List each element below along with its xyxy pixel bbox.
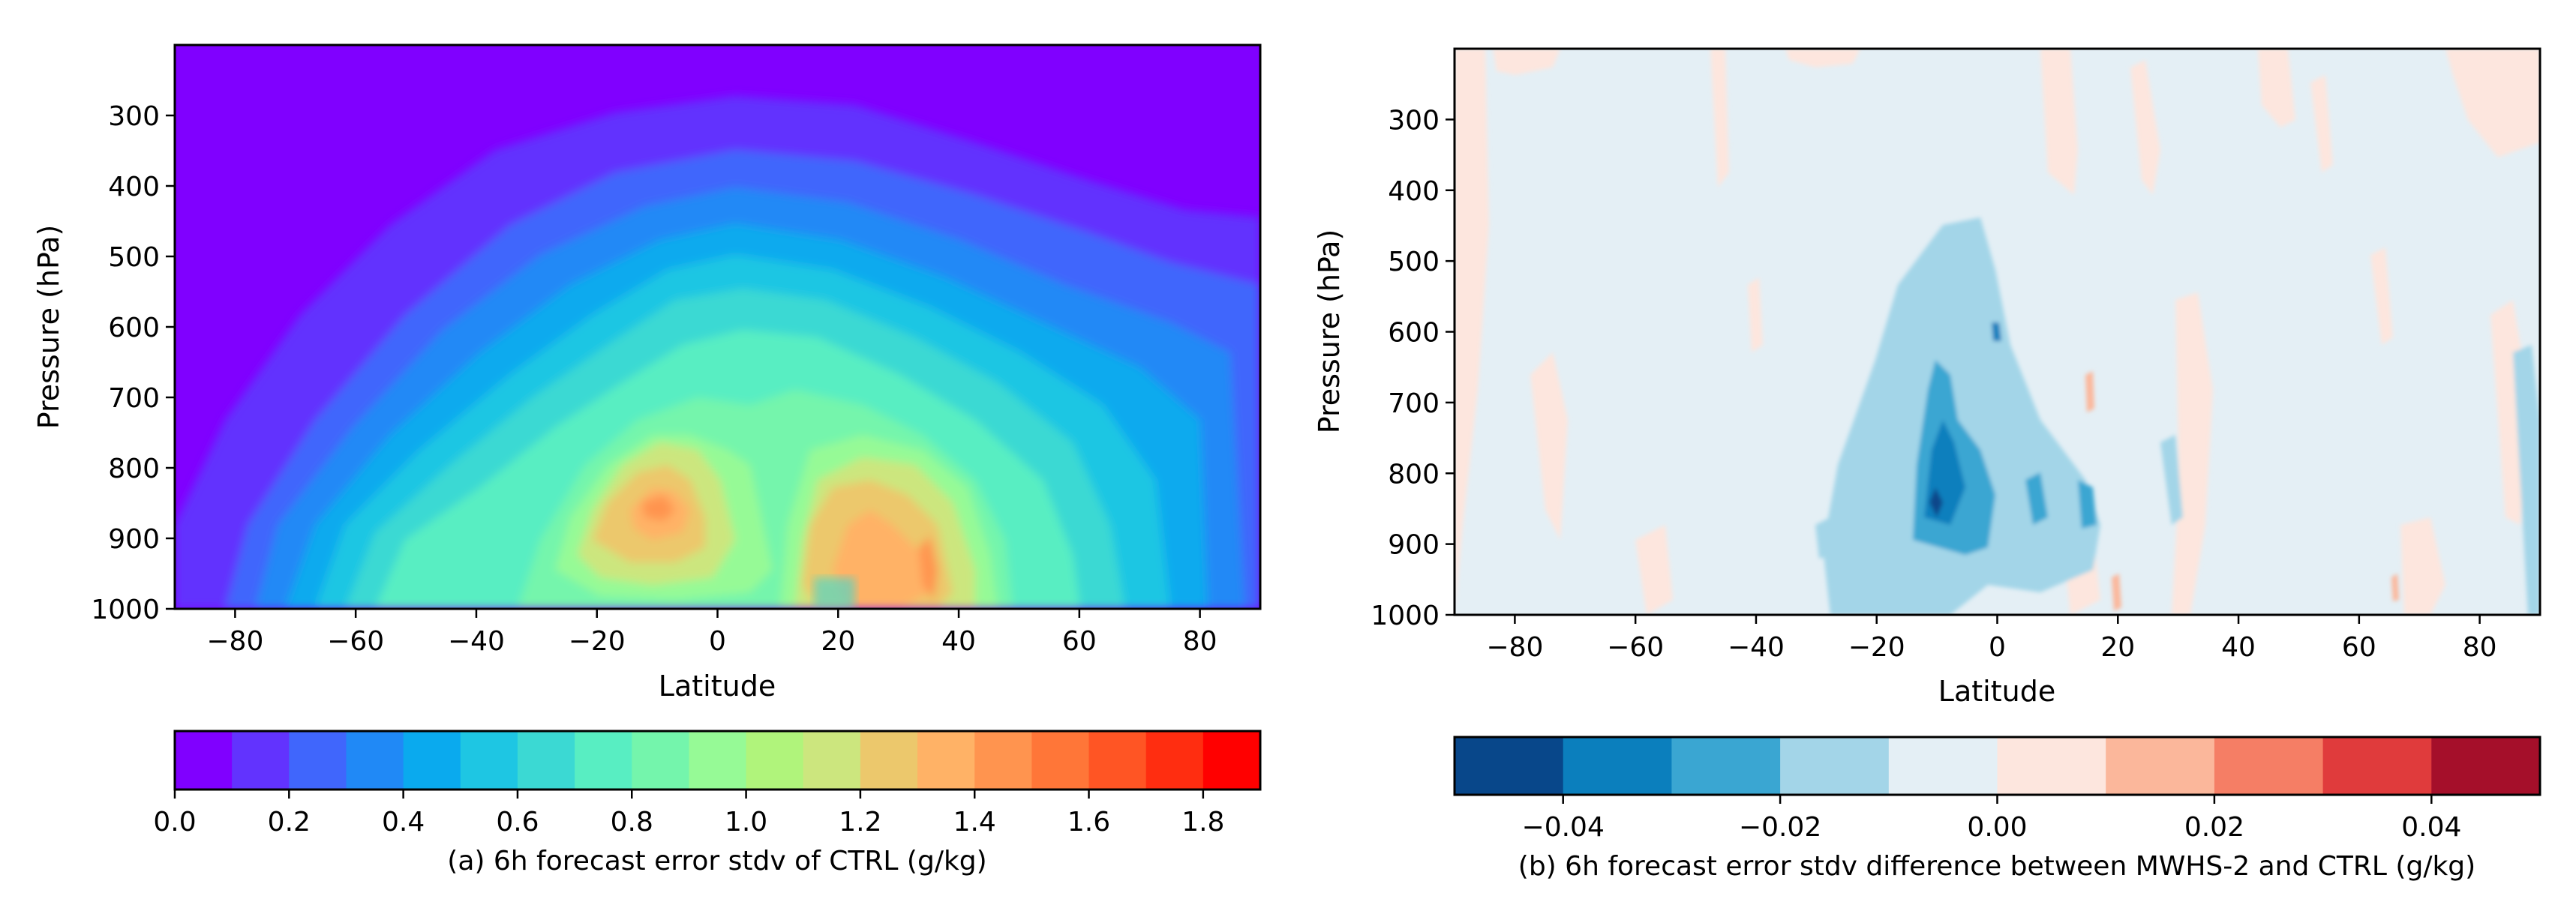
colorbar-segment bbox=[632, 731, 689, 790]
colorbar-segment bbox=[346, 731, 404, 790]
colorbar-tick-label: 1.2 bbox=[839, 807, 881, 838]
panel-b-colorbar: −0.04 −0.02 0.00 0.02 0.04 bbox=[1453, 736, 2541, 843]
panel-a-caption: (a) 6h forecast error stdv of CTRL (g/kg… bbox=[447, 846, 986, 877]
colorbar-segment bbox=[860, 731, 918, 790]
panel-a-xlabel: Latitude bbox=[659, 670, 776, 703]
y-tick-label: 900 bbox=[1388, 530, 1440, 561]
colorbar-segment bbox=[575, 731, 632, 790]
panel-b-field bbox=[1455, 49, 2540, 615]
colorbar-segment bbox=[175, 731, 233, 790]
colorbar-tick-label: 0.00 bbox=[1967, 812, 2027, 843]
colorbar-tick-label: 0.6 bbox=[496, 807, 539, 838]
colorbar-tick-label: 0.4 bbox=[382, 807, 425, 838]
panel-b-ylabel: Pressure (hPa) bbox=[1313, 229, 1346, 434]
x-tick-label: 20 bbox=[2100, 632, 2135, 663]
y-tick-label: 400 bbox=[108, 172, 160, 202]
colorbar-segment bbox=[289, 731, 347, 790]
panel-b-xlabel: Latitude bbox=[1938, 675, 2055, 708]
colorbar-tick-label: −0.04 bbox=[1522, 812, 1605, 843]
x-tick-label: −60 bbox=[1607, 632, 1664, 663]
x-tick-label: −40 bbox=[1728, 632, 1785, 663]
panel-a-axes: −80 −60 −40 −20 0 20 40 60 80 300 400 500 600 700 800 9… bbox=[91, 101, 1217, 657]
y-tick-label: 600 bbox=[1388, 318, 1440, 349]
x-tick-label: 0 bbox=[709, 626, 726, 657]
colorbar-segment bbox=[1671, 737, 1781, 795]
colorbar-segment bbox=[689, 731, 747, 790]
x-tick-label: 40 bbox=[2221, 632, 2256, 663]
colorbar-tick-label: 1.0 bbox=[725, 807, 767, 838]
colorbar-segment bbox=[917, 731, 975, 790]
panel-a-colorbar: 0.0 0.2 0.4 0.6 0.8 1.0 1.2 1.4 1.6 1.8 bbox=[153, 730, 1262, 838]
colorbar-tick-label: 0.0 bbox=[153, 807, 196, 838]
colorbar-segment bbox=[517, 731, 575, 790]
colorbar-segment bbox=[2322, 737, 2432, 795]
colorbar-segment bbox=[460, 731, 518, 790]
panel-b: −80 −60 −40 −20 0 20 40 60 80 300 400 500 600 700 800 9… bbox=[1313, 47, 2541, 882]
colorbar-tick-label: 0.2 bbox=[268, 807, 311, 838]
panel-b-axes: −80 −60 −40 −20 0 20 40 60 80 300 400 500 600 700 800 9… bbox=[1371, 105, 2496, 663]
y-tick-label: 900 bbox=[108, 524, 160, 555]
x-tick-label: −40 bbox=[448, 626, 505, 657]
colorbar-segment bbox=[1455, 737, 1564, 795]
colorbar-segment bbox=[803, 731, 861, 790]
colorbar-segment bbox=[1997, 737, 2106, 795]
panel-a: −80 −60 −40 −20 0 20 40 60 80 300 400 500 600 700 800 9… bbox=[32, 43, 1262, 877]
colorbar-tick-label: 0.02 bbox=[2184, 812, 2244, 843]
x-tick-label: −60 bbox=[327, 626, 384, 657]
x-tick-label: 60 bbox=[2342, 632, 2376, 663]
x-tick-label: 40 bbox=[941, 626, 976, 657]
y-tick-label: 800 bbox=[108, 454, 160, 484]
colorbar-segment bbox=[1145, 731, 1204, 790]
y-tick-label: 1000 bbox=[91, 595, 160, 625]
colorbar-segment bbox=[2106, 737, 2215, 795]
y-tick-label: 300 bbox=[108, 101, 160, 132]
colorbar-segment bbox=[2214, 737, 2324, 795]
colorbar-segment bbox=[1088, 731, 1147, 790]
panel-a-field bbox=[175, 45, 1260, 609]
colorbar-tick-label: 1.4 bbox=[953, 807, 996, 838]
colorbar-tick-label: 1.8 bbox=[1181, 807, 1224, 838]
colorbar-tick-label: 0.8 bbox=[611, 807, 653, 838]
colorbar-segment bbox=[1031, 731, 1090, 790]
colorbar-segment bbox=[232, 731, 290, 790]
x-tick-label: −80 bbox=[206, 626, 263, 657]
y-tick-label: 400 bbox=[1388, 176, 1440, 207]
y-tick-label: 700 bbox=[108, 383, 160, 414]
x-tick-label: 60 bbox=[1062, 626, 1097, 657]
y-tick-label: 800 bbox=[1388, 459, 1440, 490]
colorbar-tick-label: 1.6 bbox=[1067, 807, 1110, 838]
y-tick-label: 300 bbox=[1388, 105, 1440, 136]
y-tick-label: 500 bbox=[108, 242, 160, 273]
colorbar-tick-label: −0.02 bbox=[1739, 812, 1821, 843]
x-tick-label: 80 bbox=[1183, 626, 1217, 657]
x-tick-label: 0 bbox=[1989, 632, 2006, 663]
colorbar-frame bbox=[173, 730, 1262, 791]
panel-b-caption: (b) 6h forecast error stdv difference be… bbox=[1518, 851, 2475, 882]
y-tick-label: 600 bbox=[108, 313, 160, 343]
x-tick-label: 20 bbox=[821, 626, 855, 657]
colorbar-segment bbox=[1888, 737, 1998, 795]
colorbar-segment bbox=[403, 731, 461, 790]
colorbar-tick-label: 0.04 bbox=[2401, 812, 2461, 843]
y-tick-label: 500 bbox=[1388, 247, 1440, 277]
y-tick-label: 1000 bbox=[1371, 601, 1440, 631]
colorbar-segment bbox=[2431, 737, 2541, 795]
colorbar-segment bbox=[974, 731, 1032, 790]
x-tick-label: −20 bbox=[1848, 632, 1905, 663]
x-tick-label: −20 bbox=[569, 626, 626, 657]
colorbar-segment bbox=[1202, 731, 1261, 790]
x-tick-label: 80 bbox=[2463, 632, 2497, 663]
panel-a-ylabel: Pressure (hPa) bbox=[32, 225, 65, 430]
y-tick-label: 700 bbox=[1388, 388, 1440, 419]
colorbar-segment bbox=[746, 731, 804, 790]
x-tick-label: −80 bbox=[1486, 632, 1543, 663]
colorbar-segment bbox=[1563, 737, 1672, 795]
colorbar-segment bbox=[1780, 737, 1890, 795]
